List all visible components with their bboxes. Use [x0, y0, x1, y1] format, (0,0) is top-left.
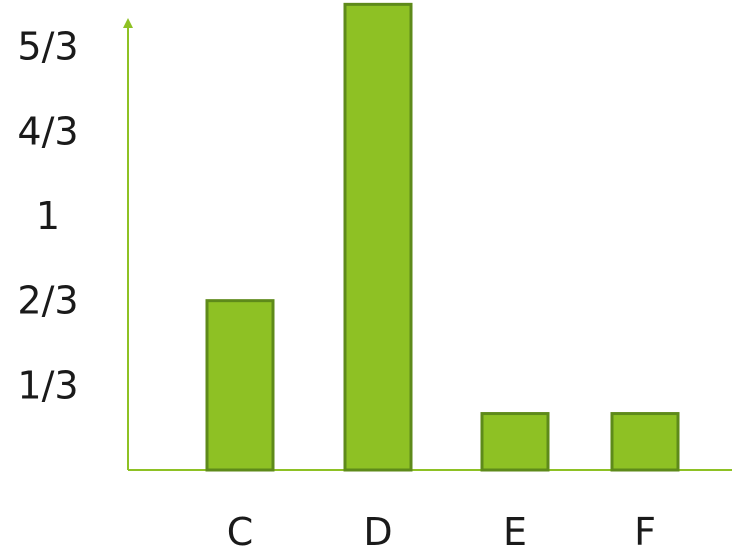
y-tick-label: 1	[36, 194, 60, 238]
x-category-label-f: F	[634, 510, 656, 550]
x-category-label-e: E	[503, 510, 527, 550]
y-tick-label: 4/3	[17, 109, 78, 153]
y-axis-tick-labels: 1/3 2/3 1 4/3 5/3	[17, 25, 78, 408]
y-tick-label: 5/3	[17, 25, 78, 69]
bar-d	[343, 2, 413, 472]
bar-e	[480, 412, 550, 472]
x-category-label-c: C	[227, 510, 254, 550]
bar-f	[610, 412, 680, 472]
y-tick-label: 1/3	[17, 363, 78, 407]
x-category-label-d: D	[363, 510, 392, 550]
x-axis-category-labels: C D E F	[227, 510, 656, 550]
bar-c	[205, 299, 275, 472]
y-axis-arrow	[123, 18, 133, 28]
chart-bars	[205, 2, 680, 472]
y-tick-label: 2/3	[17, 279, 78, 323]
